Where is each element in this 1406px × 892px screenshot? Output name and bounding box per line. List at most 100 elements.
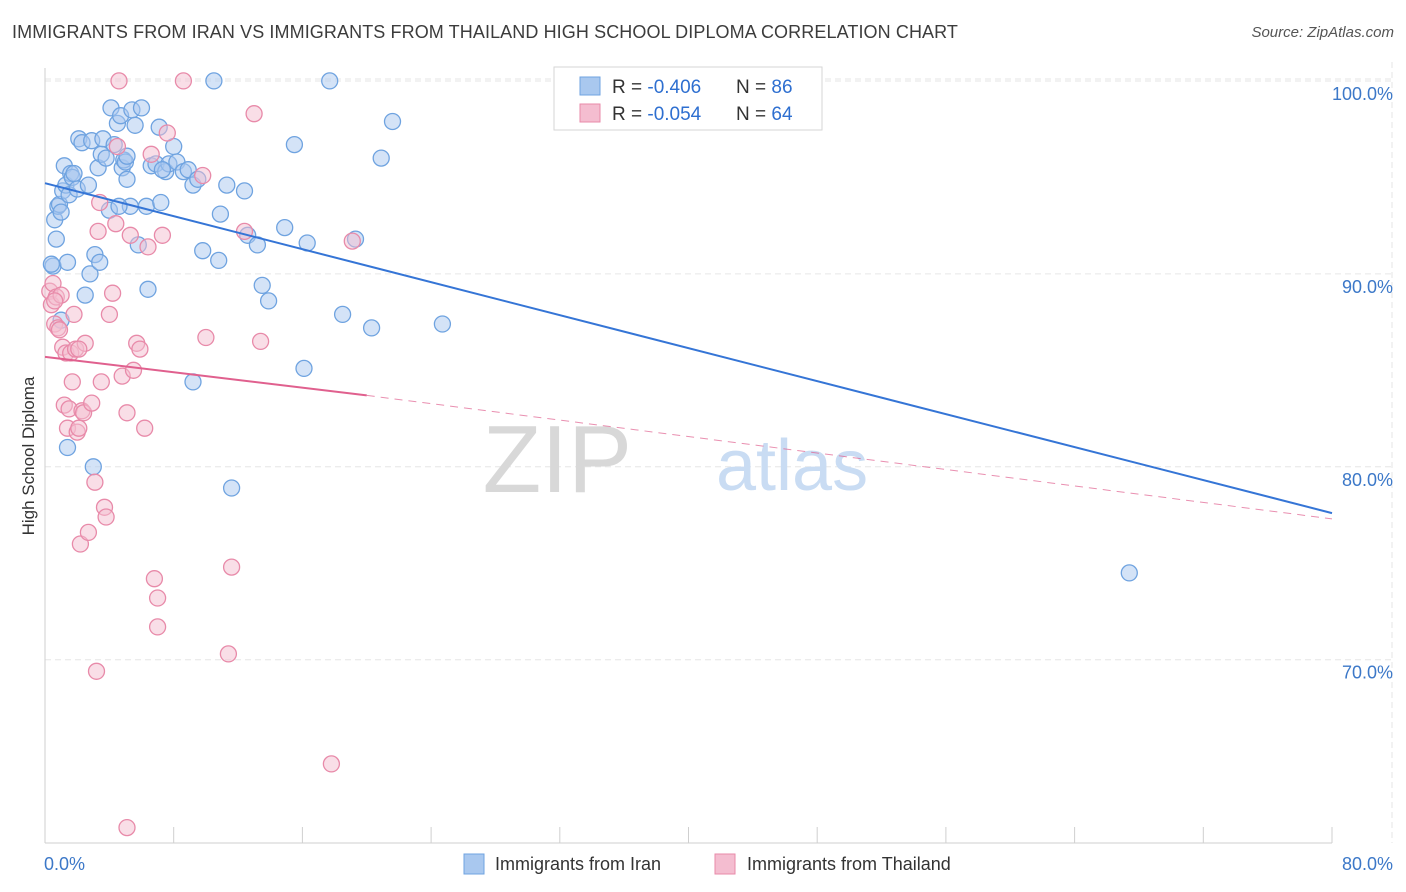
svg-text:N = 64: N = 64: [736, 104, 793, 125]
point-thailand: [70, 340, 88, 358]
point-thailand: [50, 321, 69, 339]
point-thailand: [322, 755, 341, 773]
point-iran: [253, 276, 271, 295]
svg-text:R = -0.406: R = -0.406: [612, 77, 701, 98]
point-thailand: [89, 222, 107, 241]
point-thailand: [118, 404, 136, 422]
point-iran: [259, 292, 278, 310]
point-thailand: [235, 222, 254, 241]
watermark: ZIP atlas: [483, 406, 868, 513]
point-thailand: [136, 419, 154, 437]
point-thailand: [63, 373, 81, 391]
point-thailand: [219, 645, 238, 663]
svg-text:R = -0.054: R = -0.054: [612, 104, 702, 125]
point-thailand: [142, 145, 160, 163]
point-thailand: [86, 473, 104, 491]
point-iran: [211, 205, 230, 223]
y-tick-label: 90.0%: [1342, 277, 1393, 297]
trend-line-iran: [44, 182, 1333, 515]
point-thailand: [197, 328, 215, 347]
point-iran: [285, 135, 304, 154]
x-tick-label-max: 80.0%: [1342, 854, 1393, 874]
point-iran: [84, 458, 102, 476]
point-thailand: [251, 332, 270, 351]
point-iran: [295, 359, 313, 378]
stats-swatch-thailand: [579, 103, 601, 123]
point-iran: [222, 479, 241, 497]
point-iran: [333, 305, 352, 324]
stats-n-label-thailand: N =: [736, 104, 771, 125]
point-iran: [118, 170, 136, 188]
point-iran: [65, 164, 83, 183]
point-iran: [132, 99, 151, 117]
stats-r-value-iran: -0.406: [647, 77, 701, 98]
point-iran: [153, 161, 172, 179]
point-iran: [91, 253, 109, 271]
point-iran: [79, 176, 98, 194]
point-thailand: [124, 361, 143, 379]
stats-r-label-thailand: R =: [612, 104, 647, 125]
point-thailand: [103, 284, 122, 302]
trend-line-thailand: [44, 355, 367, 397]
axes: [44, 68, 1333, 844]
y-tick-labels: 70.0% 80.0% 90.0% 100.0%: [1332, 84, 1393, 683]
point-iran: [205, 72, 223, 90]
point-iran: [126, 116, 144, 134]
point-thailand: [92, 373, 110, 391]
stats-r-label-iran: R =: [612, 77, 647, 98]
legend-swatch-thailand: [714, 853, 736, 875]
data-points: [41, 72, 1138, 837]
point-iran: [210, 251, 228, 270]
svg-text:N = 86: N = 86: [736, 77, 793, 98]
point-iran: [58, 438, 77, 457]
point-iran: [139, 280, 157, 298]
point-thailand: [153, 226, 172, 244]
stats-n-label-iran: N =: [736, 77, 771, 98]
point-iran: [52, 203, 70, 221]
y-tick-label: 100.0%: [1332, 84, 1393, 104]
x-tick-labels: 0.0% 80.0%: [44, 854, 1393, 874]
point-thailand: [174, 72, 193, 90]
point-iran: [276, 218, 294, 237]
point-iran: [81, 265, 99, 283]
point-thailand: [148, 618, 167, 636]
point-iran: [383, 112, 402, 131]
point-iran: [1120, 564, 1138, 582]
point-iran: [58, 253, 77, 271]
point-iran: [433, 315, 452, 333]
point-thailand: [46, 292, 64, 310]
point-thailand: [131, 340, 149, 358]
point-thailand: [343, 232, 361, 250]
point-thailand: [100, 305, 119, 324]
stats-swatch-iran: [579, 76, 601, 96]
point-iran: [194, 242, 212, 260]
y-axis-label: High School Diploma: [19, 376, 38, 535]
point-iran: [235, 182, 254, 200]
chart-title: IMMIGRANTS FROM IRAN VS IMMIGRANTS FROM …: [12, 22, 959, 42]
y-tick-label: 80.0%: [1342, 470, 1393, 490]
watermark-zip: ZIP: [483, 406, 632, 513]
point-iran: [137, 197, 156, 215]
point-iran: [218, 176, 236, 194]
point-thailand: [79, 523, 98, 542]
legend: Immigrants from Iran Immigrants from Tha…: [463, 853, 951, 875]
point-iran: [152, 193, 170, 212]
point-iran: [76, 286, 94, 304]
point-thailand: [118, 818, 136, 837]
point-thailand: [158, 124, 176, 142]
watermark-atlas: atlas: [716, 426, 868, 506]
point-thailand: [245, 105, 263, 123]
legend-swatch-iran: [463, 853, 485, 875]
legend-label-thailand: Immigrants from Thailand: [747, 854, 951, 874]
chart-source: Source: ZipAtlas.com: [1251, 24, 1394, 41]
point-thailand: [222, 558, 241, 576]
point-thailand: [65, 305, 83, 324]
point-thailand: [139, 238, 157, 256]
grid-lines: [45, 62, 1393, 843]
trend-lines: [44, 182, 1333, 520]
point-thailand: [145, 570, 164, 588]
point-iran: [321, 72, 339, 90]
x-tick-label-min: 0.0%: [44, 854, 85, 874]
point-thailand: [148, 589, 167, 607]
